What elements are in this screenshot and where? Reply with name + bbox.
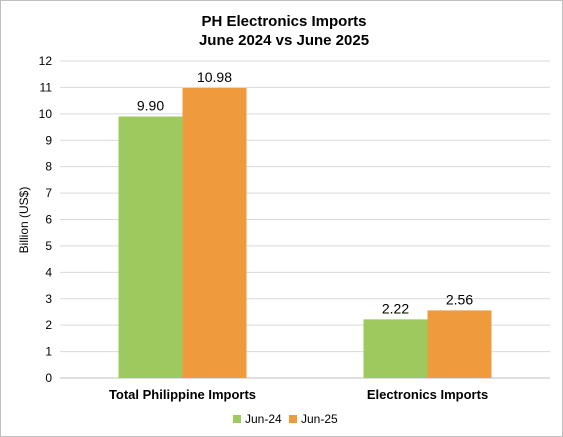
data-label: 9.90 — [137, 97, 164, 113]
x-axis-categories: Total Philippine Imports Electronics Impo… — [109, 387, 488, 402]
y-tick-label: 5 — [45, 239, 52, 253]
y-tick-label: 0 — [45, 371, 52, 385]
chart-subtitle: June 2024 vs June 2025 — [199, 32, 369, 49]
y-tick-label: 1 — [45, 345, 52, 359]
data-labels: 9.90 10.98 2.22 2.56 — [137, 69, 473, 316]
legend-label: Jun-24 — [245, 412, 282, 426]
bars — [118, 87, 492, 378]
y-tick-label: 12 — [39, 54, 53, 68]
bar — [363, 319, 428, 378]
data-label: 10.98 — [197, 69, 232, 85]
bar — [427, 310, 492, 378]
y-tick-label: 4 — [45, 265, 52, 279]
legend-swatch — [289, 415, 297, 423]
y-tick-label: 6 — [45, 213, 52, 227]
y-tick-label: 10 — [39, 107, 53, 121]
y-tick-label: 2 — [45, 318, 52, 332]
data-label: 2.22 — [382, 300, 409, 316]
y-tick-label: 9 — [45, 133, 52, 147]
x-category-label: Total Philippine Imports — [109, 387, 256, 402]
y-axis-title: Billion (US$) — [17, 187, 31, 254]
bar — [182, 87, 247, 378]
legend: Jun-24 Jun-25 — [233, 412, 338, 426]
y-tick-label: 8 — [45, 160, 52, 174]
y-tick-label: 7 — [45, 186, 52, 200]
bar — [118, 116, 183, 378]
y-tick-label: 11 — [40, 80, 53, 94]
y-tick-label: 3 — [45, 292, 52, 306]
legend-swatch — [233, 415, 241, 423]
data-label: 2.56 — [446, 291, 473, 307]
legend-label: Jun-25 — [301, 412, 338, 426]
x-category-label: Electronics Imports — [367, 387, 488, 402]
chart-title: PH Electronics Imports — [201, 13, 366, 30]
